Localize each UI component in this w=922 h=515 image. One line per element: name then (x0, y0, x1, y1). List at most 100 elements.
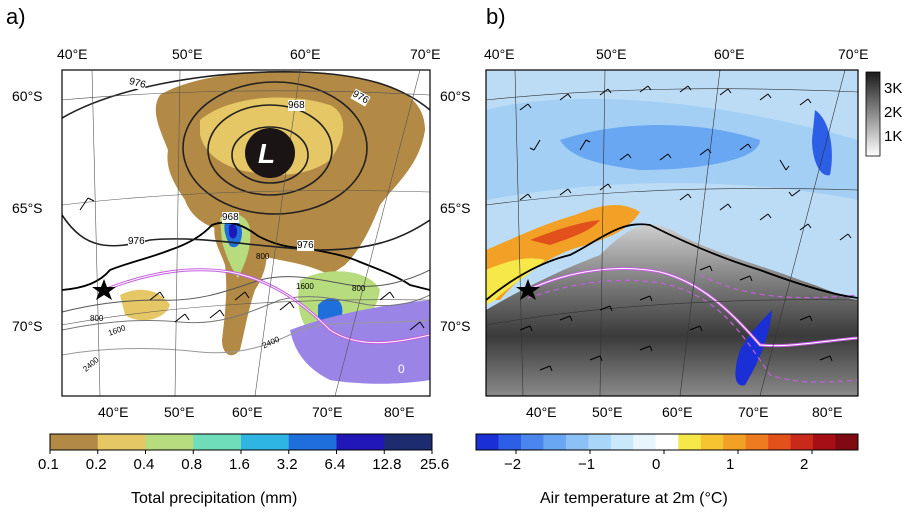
isobar-inner-3 (182, 81, 368, 215)
colorbar-a (49, 433, 433, 454)
colorbar-tick-label: 0 (652, 456, 661, 473)
colorbar-tick-label: 2 (800, 456, 809, 473)
colorbar-tick-label: 0.1 (38, 456, 59, 473)
colorbar-tick-label: 3.2 (276, 456, 298, 473)
colorbar-tick-label: 25.6 (420, 456, 450, 473)
colorbar-swatch (336, 434, 385, 450)
bottom-lon-label: 60°E (662, 404, 693, 420)
lat-label: 65°S (12, 200, 43, 216)
colorbar-tick-label: −1 (578, 456, 596, 473)
isobar-inner-1 (231, 126, 309, 184)
precip-region-west (120, 289, 170, 321)
colorbar-swatch (145, 434, 194, 450)
top-lon-label: 50°E (596, 46, 627, 62)
bottom-lon-label: 70°E (312, 404, 343, 420)
colorbar-swatch (700, 434, 724, 450)
colorbar-swatch (588, 434, 612, 450)
colorbar-swatch (565, 434, 589, 450)
colorbar-swatch (384, 434, 433, 450)
colorbar-swatch (813, 434, 837, 450)
top-lon-label: 50°E (172, 46, 203, 62)
colorbar-swatch (633, 434, 657, 450)
temp-east-blue (812, 110, 832, 176)
height-label: 0 (398, 362, 405, 376)
wind-barbs-a (79, 197, 425, 331)
colorbar-swatch (835, 434, 859, 450)
colorbar-tick-label: 0.8 (181, 456, 203, 473)
colorbar-swatch (543, 434, 567, 450)
top-lon-label: 40°E (484, 46, 515, 62)
colorbar-frame (475, 433, 859, 451)
bottom-lon-label: 40°E (98, 404, 129, 420)
colorbar-swatch (97, 434, 146, 450)
colorbar-swatch (50, 434, 99, 450)
side-colorbar (865, 71, 881, 157)
colorbar-tick-label: 1 (726, 456, 735, 473)
lat-label: 60°S (440, 88, 471, 104)
colorbar-b-title: Air temperature at 2m (°C) (540, 490, 728, 507)
side-colorbar-tick: 1K (884, 128, 903, 145)
ice-sheet (486, 224, 858, 396)
colorbar-swatch (655, 434, 679, 450)
top-lon-label: 40°E (57, 46, 88, 62)
colorbar-swatch (678, 434, 702, 450)
colorbar-a-title: Total precipitation (mm) (131, 490, 298, 507)
temp-cold-tongue (735, 310, 772, 386)
top-lon-label: 60°E (290, 46, 321, 62)
bottom-lon-label: 50°E (592, 404, 623, 420)
panel-label-b: b) (486, 4, 506, 29)
graticule-b (486, 70, 858, 396)
colorbar-tick-label: 6.4 (324, 456, 346, 473)
height-label: 800 (90, 314, 104, 323)
top-lon-label: 70°E (410, 46, 441, 62)
isobar-inner-2 (207, 104, 333, 196)
wind-barbs-b (519, 85, 852, 372)
colorbar-b (475, 433, 859, 454)
bottom-lon-label: 60°E (232, 404, 263, 420)
colorbar-tick-label: 1.6 (229, 456, 250, 473)
graticule-a (62, 70, 430, 396)
temp-coast-warm (486, 204, 640, 300)
isobar-label: 976 (297, 240, 314, 251)
isobar-976 (62, 71, 430, 251)
low-pressure-label: L (258, 138, 276, 169)
colorbar-tick-label: 12.8 (372, 456, 402, 473)
height-label: 800 (256, 252, 270, 261)
colorbar-swatch (476, 434, 499, 450)
height-label: 800 (352, 284, 366, 293)
colorbar-swatch (498, 434, 522, 450)
height-label: 1600 (296, 282, 314, 291)
lat-label: 65°S (440, 200, 471, 216)
panel-label-a: a) (6, 4, 26, 29)
bottom-lon-label: 50°E (164, 404, 195, 420)
colorbar-swatch (768, 434, 792, 450)
colorbar-swatch (520, 434, 544, 450)
lat-label: 70°S (12, 318, 43, 334)
colorbar-tick-label: −2 (504, 456, 522, 473)
temp-band-darkblue (560, 125, 760, 170)
colorbar-swatch (241, 434, 290, 450)
low-pressure-marker (245, 128, 295, 178)
height-contour-1600 (62, 294, 430, 331)
panel-b-content (486, 70, 858, 396)
colorbar-swatch (723, 434, 747, 450)
colorbar-swatch (790, 434, 814, 450)
coastline-b (486, 223, 858, 301)
colorbar-tick-label: 0.2 (85, 456, 107, 473)
colorbar-swatch (610, 434, 634, 450)
colorbar-swatch (288, 434, 337, 450)
isobar-label: 968 (288, 100, 305, 111)
station-star-b (516, 279, 540, 300)
temp-coast-red (530, 220, 600, 245)
bottom-lon-label: 40°E (526, 404, 557, 420)
precip-core-dark (229, 224, 238, 239)
lat-label: 70°S (440, 318, 471, 334)
isobar-label: 968 (222, 212, 239, 223)
panel-a-content (62, 70, 430, 396)
height-contour-2400 (62, 319, 430, 356)
bottom-lon-label: 80°E (384, 404, 415, 420)
side-colorbar-tick: 2K (884, 104, 903, 121)
bottom-lon-label: 80°E (812, 404, 843, 420)
colorbar-swatch (193, 434, 242, 450)
